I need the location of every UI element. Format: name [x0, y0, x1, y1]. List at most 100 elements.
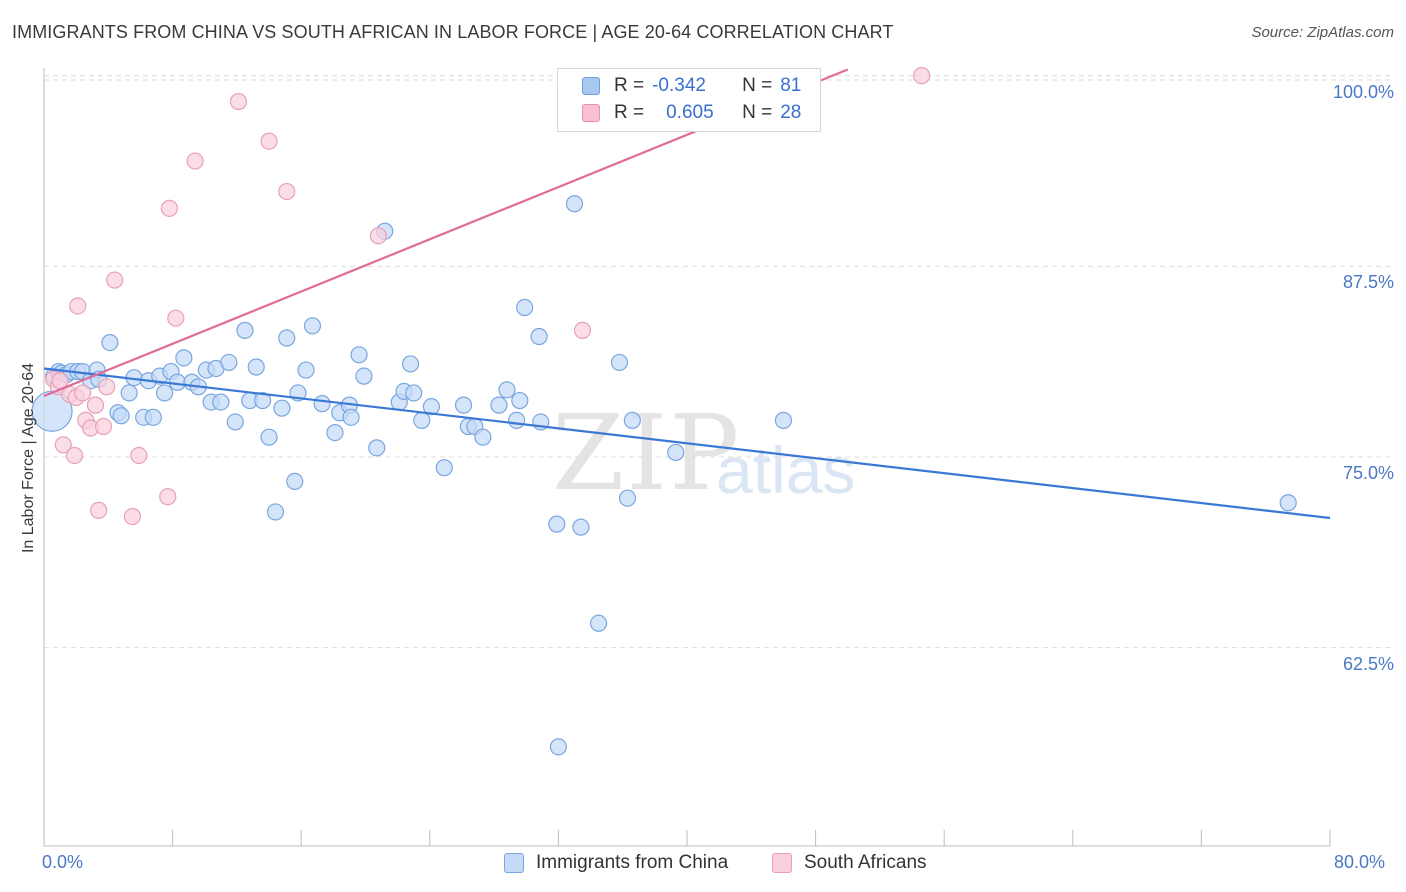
china-point	[226, 413, 244, 431]
chart-title: IMMIGRANTS FROM CHINA VS SOUTH AFRICAN I…	[12, 22, 894, 42]
china-point	[144, 408, 162, 426]
china-point	[254, 391, 272, 410]
south-african-point	[260, 132, 278, 150]
china-point	[101, 333, 119, 352]
china-point	[155, 384, 174, 402]
china-point	[342, 408, 360, 426]
china-point	[435, 459, 453, 477]
x-tick-label-min: 0.0%	[42, 852, 84, 872]
china-point	[618, 489, 637, 507]
china-point	[589, 614, 608, 632]
china-point	[273, 399, 291, 417]
china-point	[511, 391, 529, 410]
south-african-point	[278, 182, 296, 201]
south-african-point	[54, 436, 72, 454]
china-point	[565, 195, 584, 213]
south-african-point	[167, 309, 185, 327]
r-label: R =	[614, 75, 645, 96]
china-point	[516, 298, 534, 317]
y-axis-label: In Labor Force | Age 20-64	[20, 362, 37, 554]
r-value: -0.342	[652, 75, 706, 96]
china-point	[623, 411, 641, 429]
stats-legend: R = -0.342 N = 81 R = 0.605 N = 28	[557, 68, 821, 132]
china-point	[1279, 494, 1297, 512]
china-legend-swatch	[504, 853, 524, 873]
source-credit: Source: ZipAtlas.com	[1251, 24, 1394, 41]
south-african-point	[369, 227, 387, 245]
south-african-point	[98, 378, 116, 396]
china-point	[610, 353, 629, 372]
china-point	[667, 443, 685, 462]
south-african-point	[160, 199, 178, 217]
china-point	[168, 373, 187, 391]
south-african-point	[90, 501, 108, 519]
china-point	[212, 393, 230, 411]
china-point	[120, 384, 138, 402]
n-value: 28	[780, 102, 802, 123]
china-trend-line	[43, 367, 1331, 520]
south-african-point	[86, 396, 105, 414]
china-point	[548, 515, 566, 533]
china-point	[498, 381, 516, 399]
legend-label-south-africans: South Africans	[804, 852, 927, 873]
south-african-point	[69, 297, 87, 315]
china-point	[175, 349, 193, 367]
china-point	[286, 472, 304, 491]
china-point	[220, 353, 238, 372]
china-point	[260, 428, 278, 446]
china-point	[530, 327, 548, 346]
china-point	[368, 439, 386, 457]
china-point	[549, 738, 568, 756]
china-point	[236, 321, 254, 339]
china-point	[112, 407, 130, 425]
legend-item-china[interactable]: Immigrants from China	[504, 852, 728, 874]
china-point	[454, 396, 473, 414]
south-african-point	[94, 417, 113, 436]
china-point	[508, 411, 526, 429]
south-african-point	[73, 384, 92, 402]
china-point	[413, 411, 431, 429]
china-point	[278, 329, 296, 347]
south-african-point	[65, 446, 84, 465]
south-africans-legend-swatch	[772, 853, 792, 873]
china-point	[405, 384, 423, 402]
y-tick-label: 75.0%	[1342, 463, 1394, 483]
n-value: 81	[780, 75, 802, 96]
china-swatch	[582, 77, 600, 95]
south-african-point	[913, 67, 931, 85]
n-label: N =	[742, 75, 773, 96]
south-african-point	[159, 488, 177, 506]
watermark-atlas: atlas	[716, 433, 856, 507]
watermark-zip: ZIP	[552, 392, 742, 514]
china-point	[303, 317, 322, 335]
china-point	[474, 428, 492, 446]
r-value: 0.605	[666, 102, 714, 123]
y-tick-label: 62.5%	[1342, 653, 1394, 674]
stats-legend-row-china: R = -0.342 N = 81	[582, 74, 801, 98]
china-point	[572, 518, 590, 536]
china-point	[355, 367, 373, 385]
south-african-point	[123, 507, 142, 526]
south-africans-swatch	[582, 104, 600, 122]
x-tick-label-max: 80.0%	[1334, 852, 1386, 872]
china-point	[297, 361, 315, 379]
south-african-point	[186, 152, 204, 170]
china-point	[247, 358, 265, 376]
china-point	[774, 411, 793, 429]
stats-legend-row-south-africans: R = 0.605 N = 28	[582, 101, 801, 125]
china-point	[490, 396, 508, 414]
south-african-point	[573, 321, 592, 339]
south-african-point	[106, 271, 124, 289]
n-label: N =	[742, 102, 773, 123]
legend-item-south-africans[interactable]: South Africans	[772, 852, 927, 874]
china-point	[313, 395, 331, 413]
china-point	[266, 503, 285, 521]
china-point	[401, 355, 420, 373]
r-label: R =	[614, 102, 645, 123]
y-tick-label: 100.0%	[1332, 81, 1394, 102]
legend-label-china: Immigrants from China	[536, 852, 729, 873]
y-tick-label: 87.5%	[1342, 272, 1394, 293]
south-african-point	[229, 92, 248, 111]
south-african-point	[130, 446, 148, 465]
